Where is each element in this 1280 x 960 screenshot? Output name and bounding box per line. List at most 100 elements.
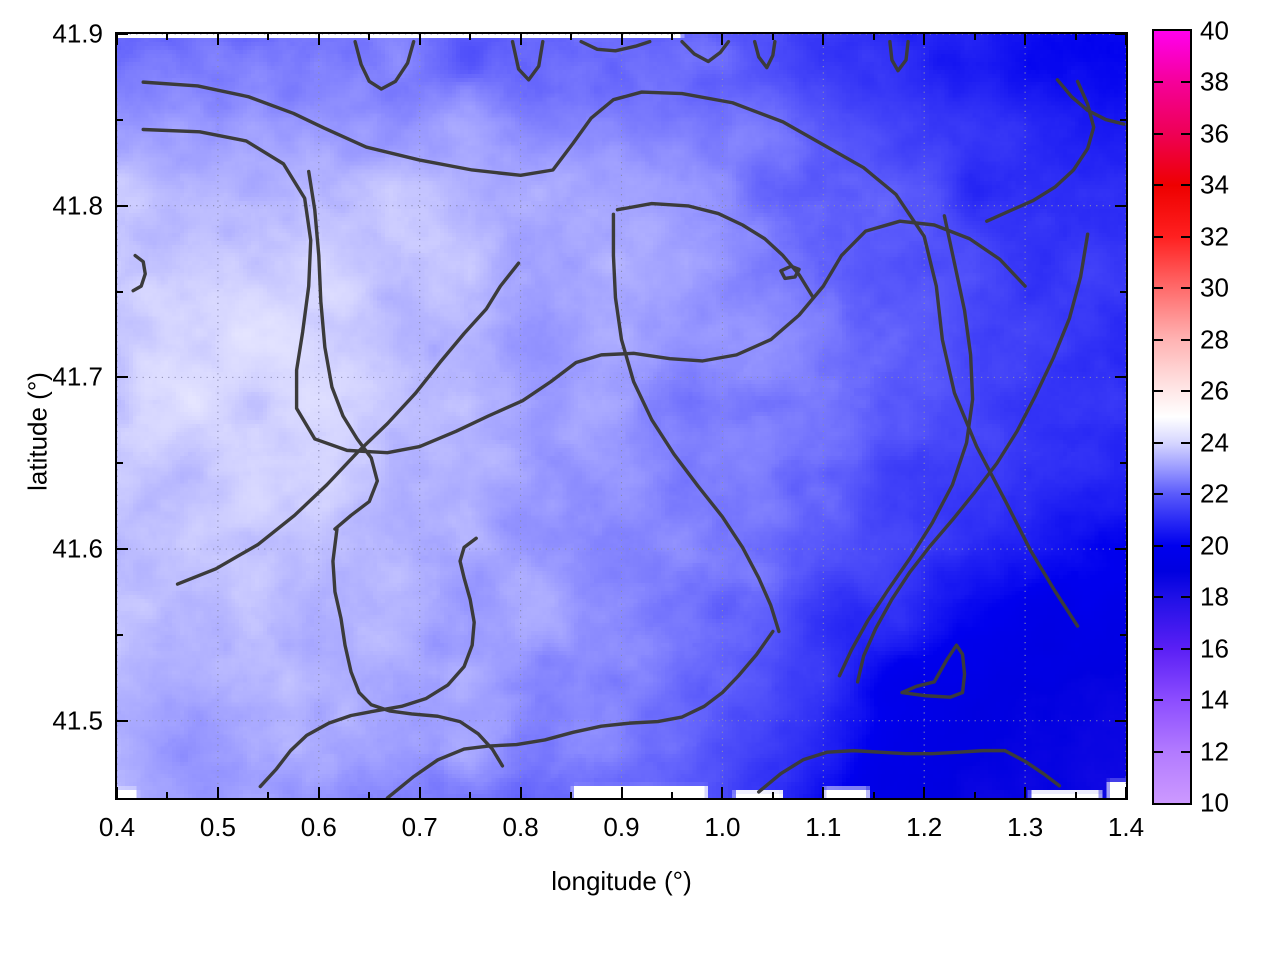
- x-axis-minor-tick: [166, 792, 169, 798]
- x-axis-tick-label: 0.5: [199, 812, 236, 842]
- x-axis-tick: [822, 787, 825, 798]
- colorbar-tick: [1181, 544, 1190, 547]
- x-axis-tick: [317, 787, 320, 798]
- x-axis-tick-label: 0.7: [401, 812, 438, 842]
- colorbar-tick-label: 22: [1200, 478, 1229, 509]
- x-axis-tick: [418, 787, 421, 798]
- x-axis-minor-tick: [368, 34, 371, 40]
- x-axis-tick: [216, 34, 219, 45]
- x-axis-tick: [1024, 34, 1027, 45]
- x-axis-minor-tick: [771, 34, 774, 40]
- y-axis-tick: [117, 719, 128, 722]
- x-axis-minor-tick: [670, 34, 673, 40]
- y-axis-tick-label: 41.8: [52, 190, 103, 221]
- colorbar[interactable]: [1152, 29, 1192, 805]
- colorbar-tick: [1154, 647, 1163, 650]
- y-axis-minor-tick: [1120, 290, 1126, 293]
- contour-lines: [131, 39, 1126, 798]
- colorbar-tick: [1181, 441, 1190, 444]
- colorbar-tick: [1154, 81, 1163, 84]
- y-axis-tick: [1115, 376, 1126, 379]
- colorbar-tick: [1154, 750, 1163, 753]
- x-axis-minor-tick: [872, 792, 875, 798]
- x-axis-title: longitude (°): [551, 866, 692, 896]
- colorbar-tick-label: 18: [1200, 581, 1229, 612]
- colorbar-tick: [1154, 338, 1163, 341]
- x-axis-tick: [620, 787, 623, 798]
- x-axis-tick: [317, 34, 320, 45]
- colorbar-tick-label: 24: [1200, 427, 1229, 458]
- y-axis-minor-tick: [1120, 633, 1126, 636]
- colorbar-tick: [1154, 493, 1163, 496]
- y-axis-tick: [1115, 719, 1126, 722]
- temperature-raster: [117, 34, 1126, 798]
- colorbar-tick: [1181, 132, 1190, 135]
- colorbar-tick: [1181, 184, 1190, 187]
- x-axis-minor-tick: [670, 792, 673, 798]
- x-axis-tick: [721, 34, 724, 45]
- colorbar-tick: [1154, 699, 1163, 702]
- colorbar-tick: [1181, 287, 1190, 290]
- x-axis-tick: [923, 787, 926, 798]
- colorbar-tick: [1181, 493, 1190, 496]
- colorbar-tick-label: 28: [1200, 324, 1229, 355]
- x-axis-tick: [1125, 34, 1127, 45]
- y-axis-tick-label: 41.6: [52, 533, 103, 564]
- y-axis-tick: [1115, 33, 1126, 35]
- colorbar-tick-label: 38: [1200, 66, 1229, 97]
- y-axis-tick: [1115, 548, 1126, 551]
- x-axis-minor-tick: [469, 34, 472, 40]
- x-axis-tick: [721, 787, 724, 798]
- colorbar-tick-label: 16: [1200, 633, 1229, 664]
- x-axis-tick: [620, 34, 623, 45]
- colorbar-tick-label: 30: [1200, 272, 1229, 303]
- colorbar-tick: [1154, 287, 1163, 290]
- y-axis-tick-label: 41.5: [52, 705, 103, 736]
- y-axis-minor-tick: [117, 118, 123, 121]
- x-axis-minor-tick: [973, 792, 976, 798]
- y-axis-minor-tick: [117, 290, 123, 293]
- x-axis-tick-label: 1.1: [805, 812, 842, 842]
- x-axis-tick-label: 0.8: [502, 812, 539, 842]
- colorbar-tick: [1154, 132, 1163, 135]
- colorbar-tick: [1181, 750, 1190, 753]
- x-axis-minor-tick: [771, 792, 774, 798]
- colorbar-tick-label: 14: [1200, 684, 1229, 715]
- x-axis-tick: [116, 787, 118, 798]
- x-axis-tick-label: 0.4: [98, 812, 136, 842]
- y-axis-tick-label: 41.9: [52, 18, 103, 49]
- colorbar-tick-label: 10: [1200, 787, 1229, 818]
- colorbar-tick: [1181, 647, 1190, 650]
- colorbar-tick: [1181, 390, 1190, 393]
- y-axis-tick: [117, 376, 128, 379]
- y-axis-minor-tick: [1120, 118, 1126, 121]
- colorbar-tick-label: 34: [1200, 169, 1229, 200]
- x-axis-minor-tick: [570, 34, 573, 40]
- x-axis-minor-tick: [469, 792, 472, 798]
- colorbar-tick: [1181, 596, 1190, 599]
- y-axis-tick: [1115, 204, 1126, 207]
- colorbar-tick-label: 20: [1200, 530, 1229, 561]
- x-axis-tick: [1024, 787, 1027, 798]
- colorbar-tick-label: 12: [1200, 736, 1229, 767]
- x-axis-tick: [1125, 787, 1127, 798]
- x-axis-tick: [923, 34, 926, 45]
- x-axis-minor-tick: [267, 792, 270, 798]
- colorbar-tick: [1154, 235, 1163, 238]
- x-axis-tick-label: 1.4: [1107, 812, 1145, 842]
- colorbar-tick: [1181, 235, 1190, 238]
- y-axis-tick-label: 41.7: [52, 361, 103, 392]
- x-axis-minor-tick: [1074, 34, 1077, 40]
- x-axis-minor-tick: [872, 34, 875, 40]
- colorbar-tick: [1154, 390, 1163, 393]
- x-axis-tick-label: 1.3: [1007, 812, 1044, 842]
- y-axis-tick: [117, 204, 128, 207]
- colorbar-tick-label: 40: [1200, 15, 1229, 46]
- colorbar-tick: [1181, 338, 1190, 341]
- x-axis-tick: [216, 787, 219, 798]
- x-axis-minor-tick: [368, 792, 371, 798]
- colorbar-tick-label: 36: [1200, 118, 1229, 149]
- x-axis-tick: [519, 787, 522, 798]
- heatmap-plot-area[interactable]: [115, 32, 1128, 800]
